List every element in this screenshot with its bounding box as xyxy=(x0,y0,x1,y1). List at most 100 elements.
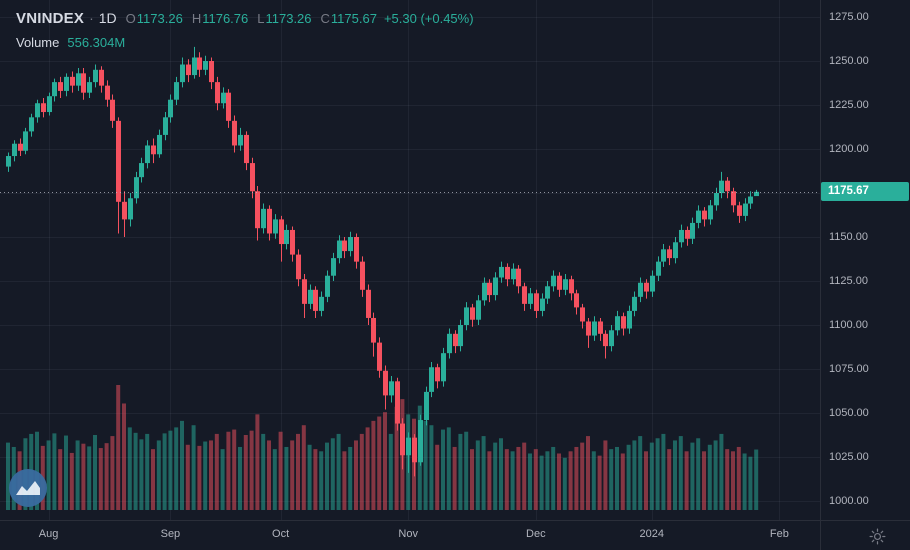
volume-bar xyxy=(232,429,237,510)
open-label: O xyxy=(125,11,136,26)
volume-bar xyxy=(580,442,585,510)
volume-bar xyxy=(713,440,718,510)
volume-bar xyxy=(145,433,150,510)
candle-body xyxy=(284,229,289,245)
volume-bar xyxy=(493,442,498,510)
volume-bar xyxy=(255,414,260,510)
price-tick-label: 1025.00 xyxy=(829,450,869,463)
time-axis[interactable]: Aug Sep Oct Nov Dec 2024 Feb xyxy=(0,520,820,550)
volume-bar xyxy=(267,440,271,510)
last-price-badge-value: 1175.67 xyxy=(828,185,869,198)
candle-body xyxy=(238,134,243,146)
volume-bar xyxy=(551,446,556,510)
time-tick-label: Dec xyxy=(526,528,546,540)
legend-separator: · xyxy=(89,10,94,26)
candle-body xyxy=(134,177,139,199)
candle-body xyxy=(377,342,382,371)
volume-bar xyxy=(214,433,219,510)
volume-bar xyxy=(348,446,353,510)
volume-bar xyxy=(87,446,92,510)
volume-bar xyxy=(487,451,492,510)
area-chart-logo-icon[interactable] xyxy=(8,468,48,508)
volume-bar xyxy=(116,385,121,510)
candle-body xyxy=(429,367,434,392)
settings-gear-icon[interactable] xyxy=(869,528,886,545)
volume-bar xyxy=(702,451,706,510)
candle-body xyxy=(226,92,231,121)
volume-bar xyxy=(296,433,300,510)
candle-body xyxy=(29,117,34,132)
chart-legend: VNINDEX · 1D O1173.26 H1176.76 L1173.26 … xyxy=(16,10,474,50)
candle-body xyxy=(406,437,411,456)
change-value: +5.30 (+0.45%) xyxy=(383,11,474,26)
volume-bar xyxy=(75,440,80,510)
volume-bar xyxy=(539,455,544,510)
candle-body xyxy=(139,163,144,178)
volume-bar xyxy=(278,431,283,510)
candle-body xyxy=(319,296,324,311)
volume-bar xyxy=(168,430,173,510)
volume-bar xyxy=(342,451,347,510)
candle-body xyxy=(261,208,266,229)
candle-body xyxy=(308,289,313,304)
candle-body xyxy=(12,143,17,157)
volume-bar xyxy=(475,440,480,510)
volume-bar xyxy=(359,433,364,510)
candle-body xyxy=(563,279,568,290)
candle-body xyxy=(424,391,429,421)
high-pair: H1176.76 xyxy=(192,10,248,28)
candle-body xyxy=(209,61,214,83)
candle-body xyxy=(482,282,487,301)
volume-bar xyxy=(684,451,689,510)
price-tick-label: 1100.00 xyxy=(829,318,868,331)
candle-body xyxy=(215,82,220,104)
candle-body xyxy=(168,99,173,118)
candle-body xyxy=(186,64,191,76)
price-tick-label: 1050.00 xyxy=(829,406,869,419)
candle-body xyxy=(748,196,753,204)
volume-bar xyxy=(754,449,759,510)
volume-row: Volume 556.304M xyxy=(16,35,474,50)
volume-bar xyxy=(464,431,469,510)
candle-body xyxy=(180,64,185,83)
volume-bar xyxy=(586,436,590,510)
candle-body xyxy=(702,210,707,220)
volume-bar xyxy=(742,453,747,510)
timeframe[interactable]: 1D xyxy=(98,10,117,26)
candle-body xyxy=(93,69,98,83)
candle-body xyxy=(400,423,405,456)
candle-body xyxy=(679,229,684,243)
candle-body xyxy=(348,237,353,252)
price-tick-label: 1275.00 xyxy=(829,10,869,23)
volume-bar xyxy=(156,440,161,510)
volume-bar xyxy=(429,425,434,510)
volume-bar xyxy=(6,442,10,510)
candle-body xyxy=(371,317,376,343)
candle-body xyxy=(551,275,556,287)
candle-body xyxy=(58,82,63,91)
candle-body xyxy=(487,282,492,296)
candle-body xyxy=(105,85,110,100)
candle-body xyxy=(296,254,301,280)
low-label: L xyxy=(257,11,265,26)
candle-body xyxy=(110,99,115,121)
candle-body xyxy=(192,57,197,76)
volume-bar xyxy=(238,446,242,510)
price-axis[interactable]: 1275.001250.001225.001200.001175.001150.… xyxy=(820,0,910,520)
candle-body xyxy=(145,145,150,164)
symbol-name[interactable]: VNINDEX xyxy=(16,10,85,27)
candle-body xyxy=(203,61,208,70)
price-tick-label: 1250.00 xyxy=(829,54,869,67)
volume-bar xyxy=(330,438,335,510)
candle-body xyxy=(313,289,318,311)
volume-bar xyxy=(574,446,579,510)
volume-bar xyxy=(557,453,561,510)
price-tick-label: 1150.00 xyxy=(829,230,868,243)
candle-body xyxy=(476,300,481,320)
volume-bar xyxy=(725,449,730,510)
volume-bar xyxy=(499,438,503,510)
time-tick-label: Sep xyxy=(160,528,181,540)
candle-body xyxy=(737,205,742,216)
candle-body xyxy=(499,266,504,278)
